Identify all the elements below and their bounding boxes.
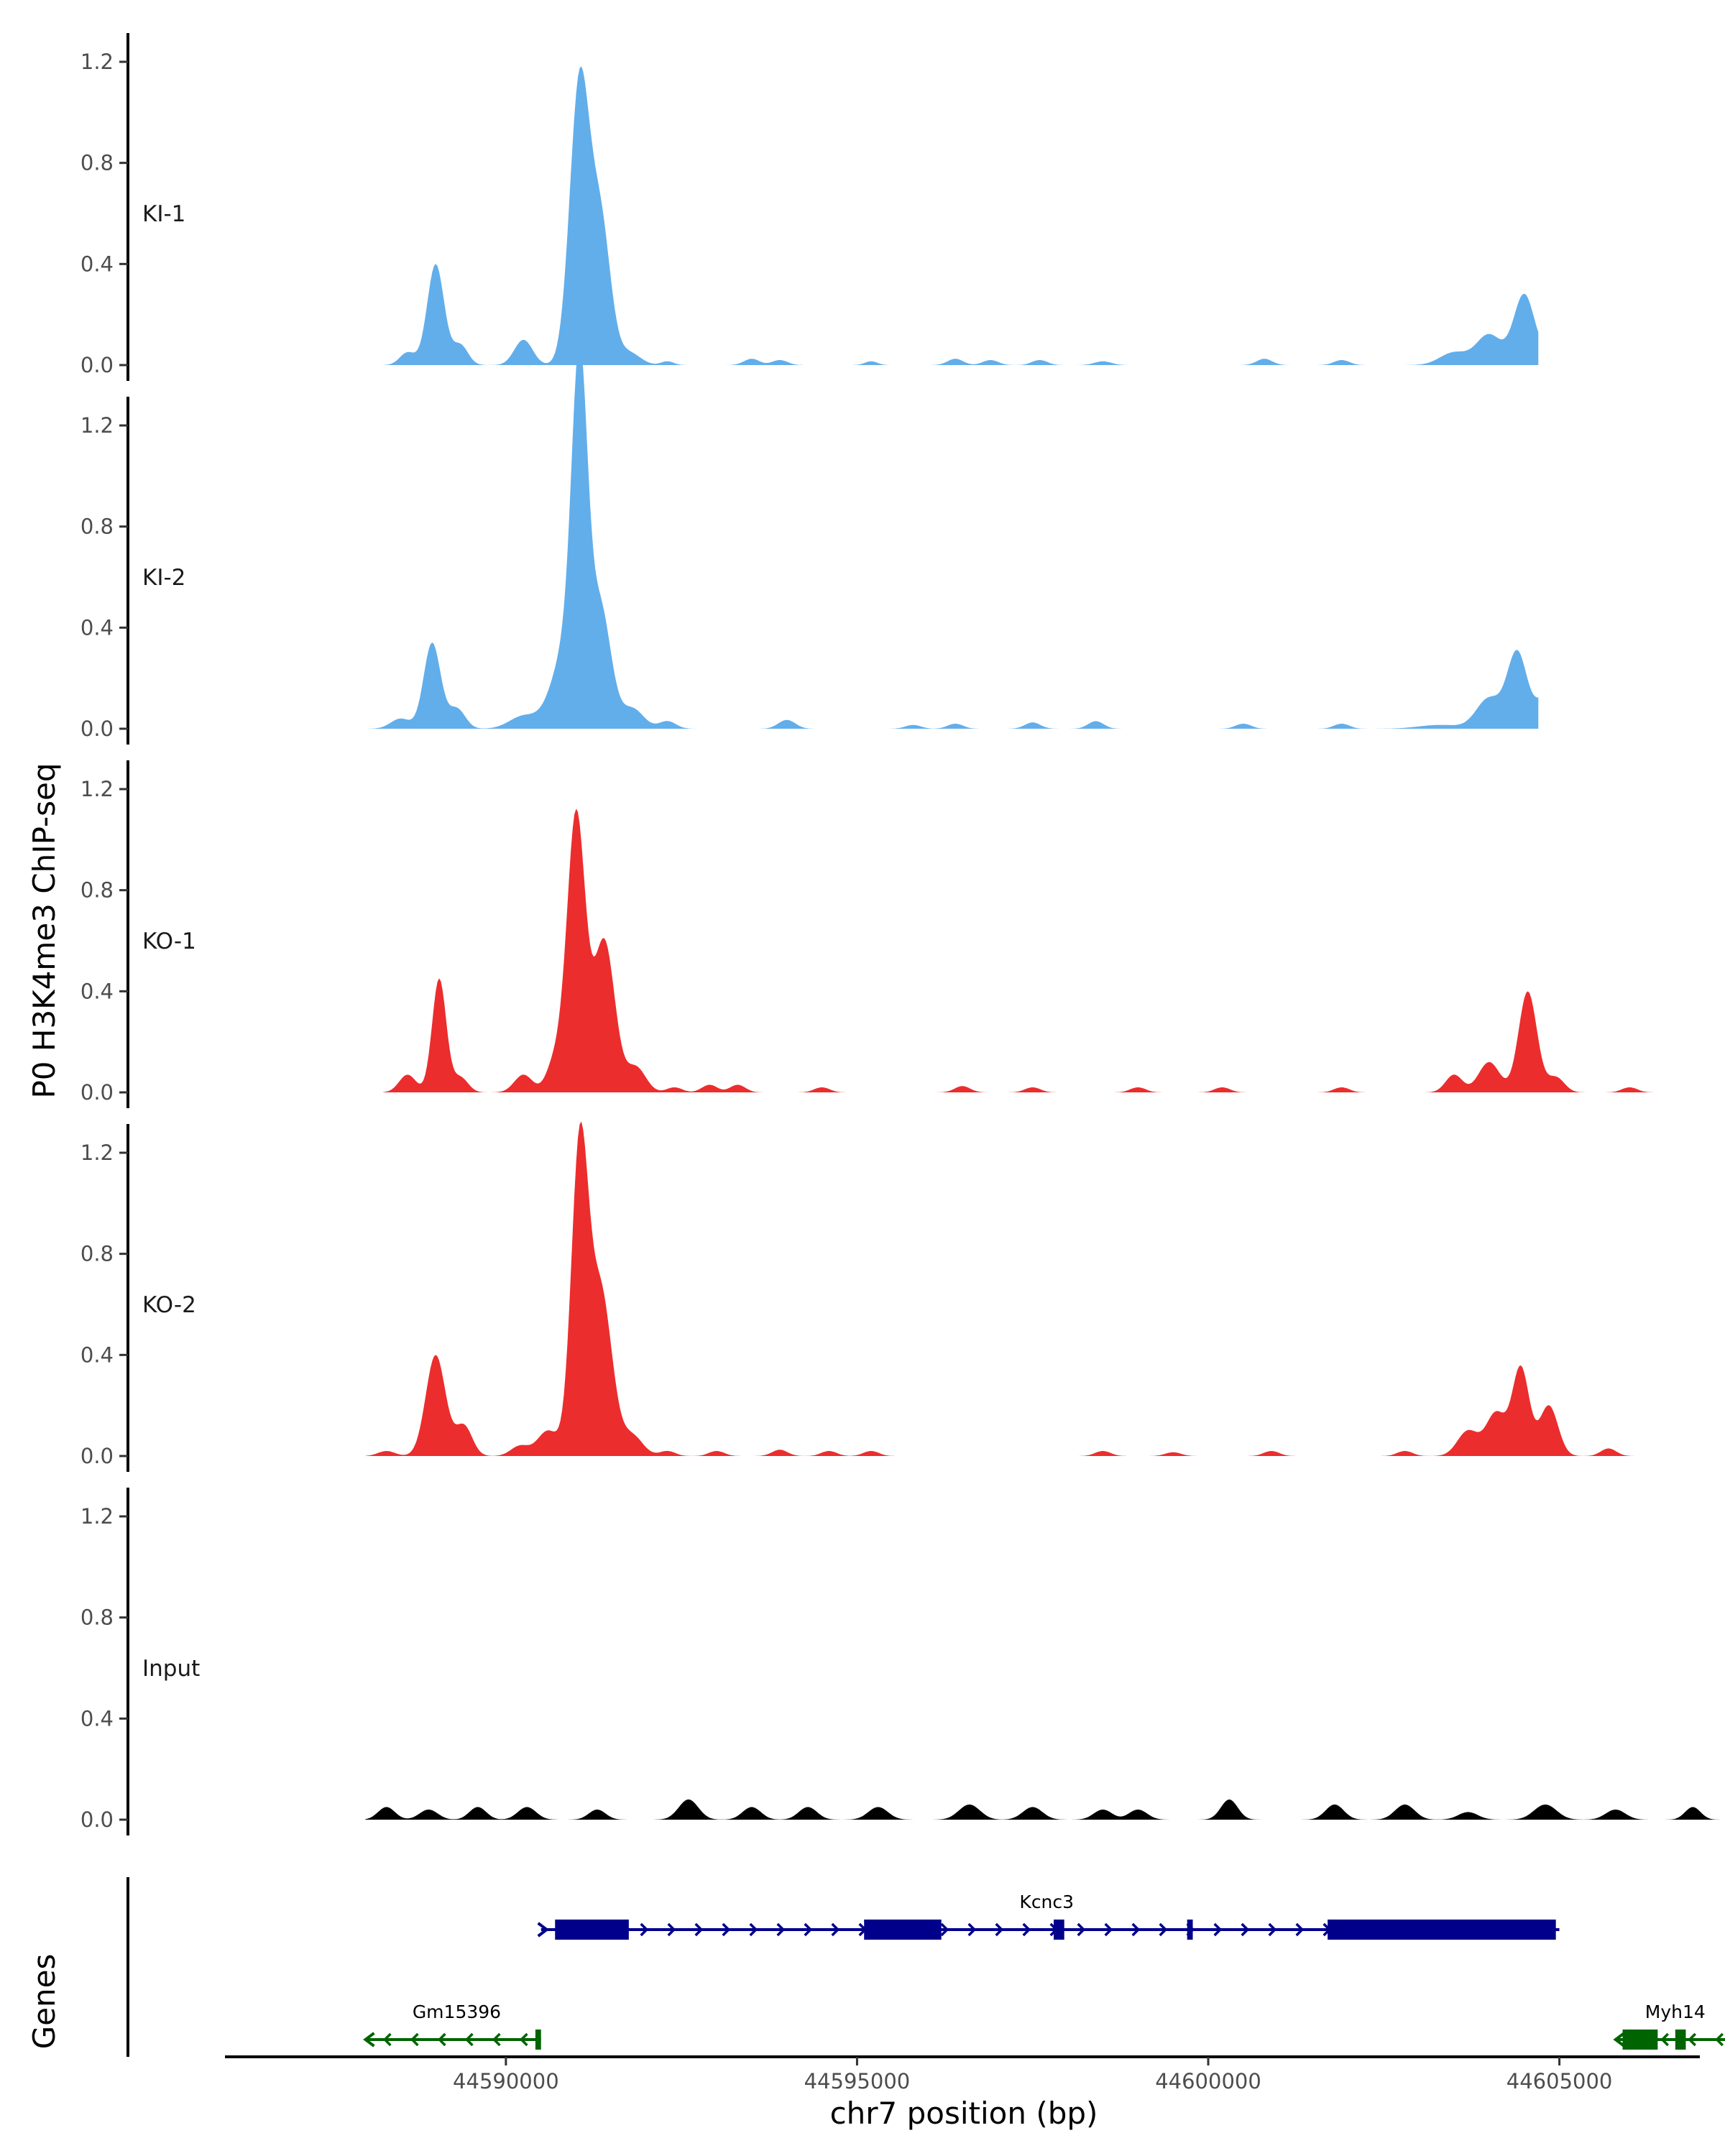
strand-chevron (776, 1922, 786, 1937)
y-tick-label: 0.4 (80, 1706, 114, 1731)
gene-exon (1328, 1920, 1556, 1940)
y-tick-label: 1.2 (80, 777, 114, 801)
y-tick-label: 0.0 (80, 353, 114, 377)
track-label: KO-2 (142, 1292, 196, 1318)
strand-chevron (1131, 1922, 1141, 1937)
gene-label: Kcnc3 (1019, 1892, 1074, 1912)
signal-area-ki-1 (382, 66, 1539, 366)
x-axis-title: chr7 position (bp) (830, 2096, 1098, 2131)
y-tick-label: 1.2 (80, 413, 114, 438)
x-tick-label: 44600000 (1155, 2069, 1261, 2093)
track-label: KI-2 (142, 565, 185, 591)
gene-annotation-panel: Kcnc3 Gm15396 Myh14 (126, 1877, 1725, 2057)
strand-chevron (1159, 1922, 1168, 1937)
strand-chevron (1213, 1922, 1223, 1937)
strand-arrowhead (1613, 2032, 1625, 2047)
strand-chevron (464, 2032, 474, 2047)
y-tick-label: 0.8 (80, 1242, 114, 1266)
gene-myh14: Myh14 (1613, 2001, 1725, 2050)
y-tick-label: 1.2 (80, 1141, 114, 1165)
signal-area-ko-1 (382, 808, 1700, 1092)
strand-chevron (940, 1922, 949, 1937)
strand-chevron (749, 1922, 758, 1937)
signal-tracks: 0.00.40.81.2KI-10.00.40.81.2KI-20.00.40.… (80, 33, 1721, 1835)
strand-chevron (410, 2032, 419, 2047)
y-tick-label: 0.4 (80, 979, 114, 1003)
y-tick-label: 0.8 (80, 515, 114, 539)
strand-chevron (967, 1922, 977, 1937)
strand-arrowhead (537, 1922, 550, 1938)
y-axis-title: P0 H3K4me3 ChIP-seq (27, 763, 62, 1098)
gene-exon (1187, 1920, 1193, 1940)
strand-chevron (1077, 1922, 1086, 1937)
gene-exon (864, 1920, 942, 1940)
y-tick-label: 0.4 (80, 615, 114, 640)
gene-gm15396: Gm15396 (363, 2001, 541, 2050)
track-label: KI-1 (142, 201, 185, 227)
x-axis: 44590000 44595000 44600000 44605000 (225, 2055, 1700, 2093)
y-tick-label: 0.0 (80, 1080, 114, 1105)
gene-label: Gm15396 (413, 2001, 501, 2022)
strand-chevron (804, 1922, 813, 1937)
y-tick-label: 0.0 (80, 717, 114, 741)
strand-chevron (519, 2032, 528, 2047)
strand-chevron (1688, 2032, 1696, 2047)
y-tick-label: 0.0 (80, 1444, 114, 1468)
strand-chevron (1022, 1922, 1031, 1937)
y-tick-label: 1.2 (80, 1504, 114, 1529)
strand-chevron (382, 2032, 392, 2047)
gene-exon (1622, 2030, 1658, 2050)
strand-chevron (1715, 2032, 1724, 2047)
strand-chevron (722, 1922, 731, 1937)
track-input: 0.0 0.4 0.8 1.2 Input (80, 1488, 1721, 1835)
strand-chevron (831, 1922, 840, 1937)
gene-exon (1675, 2030, 1686, 2050)
y-tick-label: 0.0 (80, 1807, 114, 1832)
strand-chevron (995, 1922, 1004, 1937)
y-tick-label: 0.8 (80, 1606, 114, 1630)
track-ko-1: 0.0 0.4 0.8 1.2 KO-1 (80, 760, 1700, 1108)
track-label: Input (142, 1656, 200, 1682)
y-tick-label: 1.2 (80, 50, 114, 74)
strand-chevron (640, 1922, 649, 1937)
strand-chevron (1104, 1922, 1113, 1937)
strand-chevron (667, 1922, 676, 1937)
signal-area-input (365, 1799, 1721, 1820)
genes-axis-title: Genes (27, 1954, 62, 2050)
strand-chevron (1660, 2032, 1669, 2047)
strand-chevron (1295, 1922, 1305, 1937)
y-tick-label: 0.4 (80, 1342, 114, 1367)
strand-chevron (1268, 1922, 1277, 1937)
strand-chevron (437, 2032, 446, 2047)
x-tick-label: 44605000 (1506, 2069, 1613, 2093)
gene-label: Myh14 (1645, 2001, 1706, 2022)
gene-kcnc3: Kcnc3 (537, 1892, 1560, 1940)
x-tick-label: 44595000 (804, 2069, 911, 2093)
signal-area-ko-2 (365, 1121, 1721, 1456)
strand-chevron (1241, 1922, 1250, 1937)
gene-exon (555, 1920, 629, 1940)
strand-chevron (492, 2032, 501, 2047)
y-tick-label: 0.4 (80, 252, 114, 276)
gene-exon (1054, 1920, 1064, 1940)
signal-area-ki-2 (365, 340, 1539, 729)
track-ko-2: 0.0 0.4 0.8 1.2 KO-2 (80, 1121, 1721, 1472)
strand-arrowhead (363, 2032, 375, 2047)
y-tick-label: 0.8 (80, 151, 114, 175)
track-label: KO-1 (142, 929, 196, 954)
strand-chevron (694, 1922, 704, 1937)
track-ki-2: 0.0 0.4 0.8 1.2 KI-2 (80, 340, 1539, 745)
y-tick-label: 0.8 (80, 878, 114, 903)
track-ki-1: 0.0 0.4 0.8 1.2 KI-1 (80, 33, 1539, 381)
x-tick-label: 44590000 (453, 2069, 559, 2093)
gene-exon (535, 2030, 541, 2050)
